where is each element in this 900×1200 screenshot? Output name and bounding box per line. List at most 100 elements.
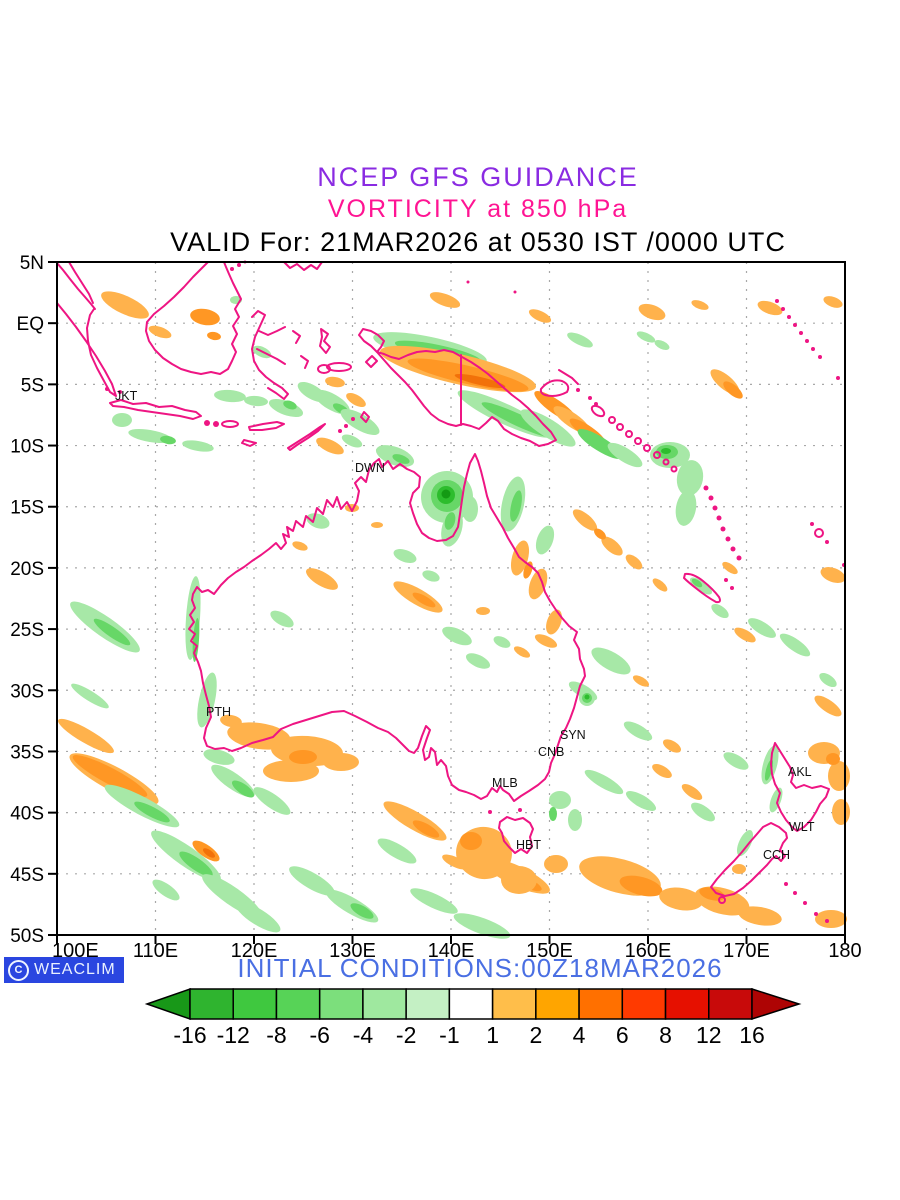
colorbar-cell xyxy=(275,988,321,1020)
new-britain-coastline xyxy=(539,369,579,397)
axis-ticks xyxy=(48,261,846,944)
sumatra-coastline xyxy=(56,302,117,397)
buru-outline xyxy=(317,364,331,374)
colorbar-cell xyxy=(189,988,234,1020)
sumbawa-outline xyxy=(221,420,239,428)
sulawesi-coastline xyxy=(251,310,309,400)
colorbar-tick-label: 4 xyxy=(573,1022,586,1048)
colorbar-tick-label: -1 xyxy=(439,1022,459,1048)
lat-tick-label: 5N xyxy=(20,253,44,274)
city-label: WLT xyxy=(789,820,815,834)
lon-tick-label: 170E xyxy=(723,940,770,962)
watermark-badge: C WEACLIM xyxy=(4,957,124,983)
colorbar-cell xyxy=(621,988,667,1020)
watermark-label: WEACLIM xyxy=(34,961,116,978)
aru-outline xyxy=(360,411,370,423)
colorbar-tick-label: -6 xyxy=(309,1022,329,1048)
city-label: PTH xyxy=(206,705,231,719)
lat-tick-label: 5S xyxy=(21,375,44,396)
vorticity-shading xyxy=(58,291,850,939)
city-label: CNB xyxy=(538,745,564,759)
colorbar-cell xyxy=(318,988,364,1020)
colorbar-cell xyxy=(708,988,753,1020)
city-label: HBT xyxy=(516,838,541,852)
colorbar-cell xyxy=(232,988,278,1020)
colorbar-tick-label: 16 xyxy=(739,1022,765,1048)
nz-south-island-coastline xyxy=(710,822,788,897)
chart-subtitle: VORTICITY at 850 hPa xyxy=(327,195,629,223)
colorbar-cell xyxy=(578,988,624,1020)
city-label: MLB xyxy=(492,776,518,790)
birds-head-coastline xyxy=(358,328,385,368)
lon-tick-label: 140E xyxy=(428,940,475,962)
lat-tick-label: 30S xyxy=(10,681,44,702)
lat-tick-label: 50S xyxy=(10,926,44,947)
fiji-and-pacific-dots xyxy=(775,299,846,567)
lat-tick-label: 10S xyxy=(10,437,44,458)
java-coastline xyxy=(109,399,202,420)
colorbar-tick-label: -12 xyxy=(217,1022,250,1048)
colorbar-tick-label: 6 xyxy=(616,1022,629,1048)
colorbar-cell xyxy=(448,988,494,1020)
mindanao-coastline xyxy=(283,261,323,271)
borneo-coastline xyxy=(145,261,242,375)
chart-title: NCEP GFS GUIDANCE xyxy=(317,162,639,192)
colorbar-cell xyxy=(405,988,451,1020)
initial-conditions-line: INITIAL CONDITIONS:00Z18MAR2026 xyxy=(237,953,723,983)
nz-north-island-coastline xyxy=(770,742,830,832)
lat-tick-label: 20S xyxy=(10,559,44,580)
colorbar-left-arrow xyxy=(144,987,191,1021)
lon-tick-label: 160E xyxy=(625,940,672,962)
vanuatu-chain xyxy=(703,485,742,590)
colorbar-cell xyxy=(362,988,407,1020)
lon-tick-label: 150E xyxy=(526,940,573,962)
colorbar-tick-label: -2 xyxy=(396,1022,416,1048)
lesser-sunda-coastlines xyxy=(241,421,326,451)
malay-peninsula-coastline xyxy=(56,261,96,310)
bougainville-outline xyxy=(590,404,606,418)
city-label: SYN xyxy=(560,728,586,742)
colorbar-tick-label: -4 xyxy=(353,1022,374,1048)
new-caledonia-outline xyxy=(683,572,721,604)
lat-tick-label: 25S xyxy=(10,620,44,641)
colorbar-tick-label: 12 xyxy=(696,1022,722,1048)
australia-coastline xyxy=(188,453,586,802)
stewart-island-outline xyxy=(718,896,726,904)
colorbar-tick-label: 1 xyxy=(486,1022,499,1048)
colorbar-tick-label: 2 xyxy=(529,1022,542,1048)
city-labels: JKT DWN PTH SYN CNB MLB HBT AKL WLT CCH xyxy=(115,389,815,862)
seram-outline xyxy=(326,362,352,372)
colorbar-cell xyxy=(535,988,580,1020)
lon-tick-label: 180 xyxy=(828,940,861,962)
lat-tick-label: 15S xyxy=(10,498,44,519)
colorbar-tick-label: -8 xyxy=(266,1022,286,1048)
lat-tick-label: 35S xyxy=(10,742,44,763)
colorbar-cell xyxy=(664,988,710,1020)
city-label: CCH xyxy=(763,848,790,862)
colorbar-right-arrow xyxy=(751,987,802,1021)
southeast-fragments xyxy=(488,808,829,923)
lon-tick-label: 100E xyxy=(52,940,99,962)
copyright-icon: C xyxy=(8,959,29,981)
small-island-dots xyxy=(105,260,598,433)
lat-tick-label: 45S xyxy=(10,865,44,886)
colorbar-tick-label: -16 xyxy=(173,1022,206,1048)
lon-tick-label: 120E xyxy=(231,940,278,962)
axis-labels: 5N EQ 5S 10S 15S 20S 25S 30S 35S 40S 45S 50S 100E 110… xyxy=(10,253,862,962)
coastlines xyxy=(56,260,846,923)
halmahera-coastline xyxy=(319,328,331,354)
lon-tick-label: 130E xyxy=(329,940,376,962)
solomons-chain xyxy=(608,416,678,473)
colorbar-tick-label: 8 xyxy=(659,1022,672,1048)
city-label: AKL xyxy=(788,765,812,779)
city-label: DWN xyxy=(355,461,385,475)
valid-time-line: VALID For: 21MAR2026 at 0530 IST /0000 U… xyxy=(170,227,786,257)
lat-tick-label: EQ xyxy=(17,314,44,335)
lat-tick-label: 40S xyxy=(10,804,44,825)
tasmania-coastline xyxy=(498,816,534,854)
colorbar-cell xyxy=(491,988,537,1020)
colorbar-legend: -16 -12 -8 -6 -4 -2 -1 1 2 4 6 8 12 16 xyxy=(144,987,802,1048)
city-label: JKT xyxy=(115,389,138,403)
